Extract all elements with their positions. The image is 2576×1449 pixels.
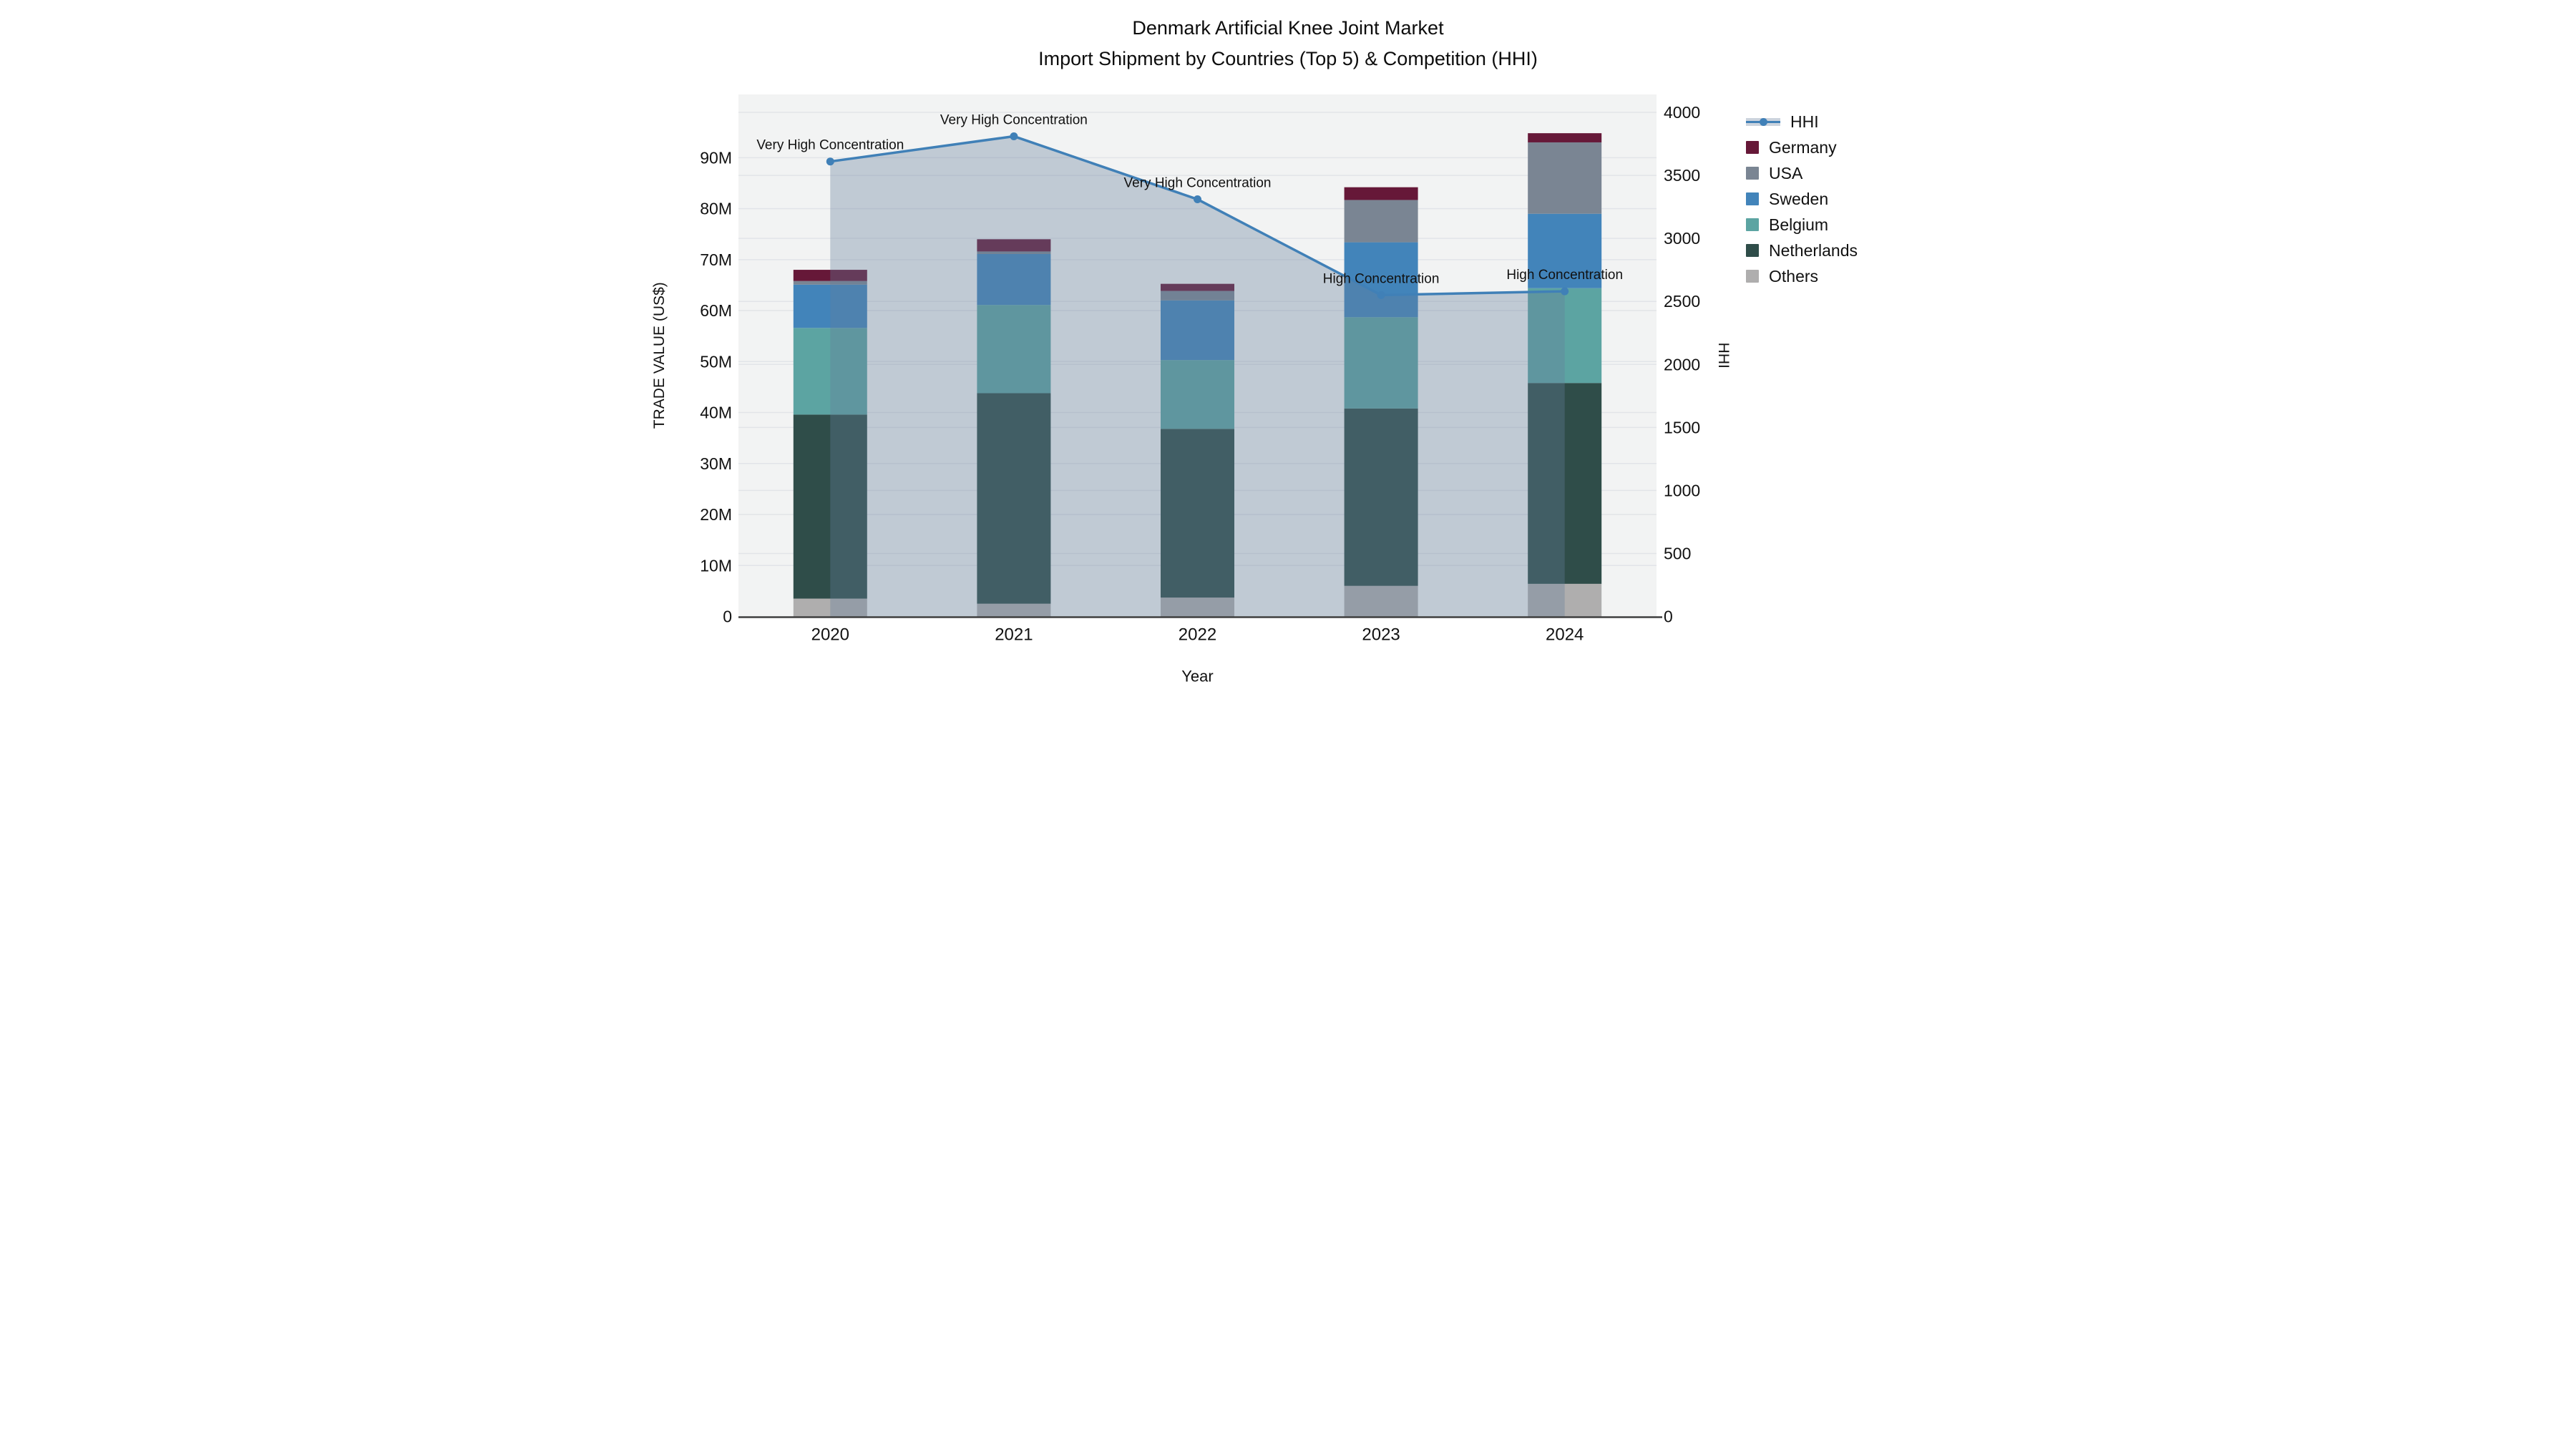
hhi-annotation-2021: Very High Concentration bbox=[940, 112, 1088, 127]
bar-2023-sweden bbox=[1344, 242, 1418, 318]
bar-2023-belgium bbox=[1344, 317, 1418, 409]
x-tick-2022: 2022 bbox=[1179, 625, 1216, 645]
chart-canvas: Very High Concentration Very High Concent… bbox=[651, 94, 1732, 686]
legend: HHI Germany USA Sweden Belgium Netherlan… bbox=[1746, 112, 1858, 286]
y-left-tick: 70M bbox=[700, 250, 732, 269]
bar-2021-sweden bbox=[977, 253, 1051, 306]
bar-2020-germany bbox=[793, 270, 867, 281]
bar-2022-belgium bbox=[1161, 360, 1234, 429]
x-tick-2023: 2023 bbox=[1362, 625, 1400, 645]
y-right-tick: 3000 bbox=[1664, 229, 1700, 248]
hhi-annotation-2024: High Concentration bbox=[1506, 268, 1623, 283]
legend-label: Others bbox=[1769, 266, 1819, 286]
bar-2021-germany bbox=[977, 239, 1051, 252]
y-right-tick: 2000 bbox=[1664, 355, 1700, 374]
legend-item-germany[interactable]: Germany bbox=[1746, 137, 1858, 157]
bar-2020-others bbox=[793, 598, 867, 617]
bar-2024-usa bbox=[1528, 142, 1602, 214]
bar-2023-germany bbox=[1344, 187, 1418, 200]
bar-2021-others bbox=[977, 603, 1051, 617]
x-axis-title: Year bbox=[1181, 668, 1213, 686]
legend-label: Netherlands bbox=[1769, 240, 1858, 260]
legend-label: Sweden bbox=[1769, 189, 1829, 208]
sweden-swatch-icon bbox=[1746, 192, 1759, 205]
legend-label: HHI bbox=[1790, 112, 1819, 131]
bar-2024-belgium bbox=[1528, 288, 1602, 384]
legend-item-hhi[interactable]: HHI bbox=[1746, 112, 1858, 131]
bar-2023-usa bbox=[1344, 200, 1418, 243]
bar-2023-netherlands bbox=[1344, 408, 1418, 586]
germany-swatch-icon bbox=[1746, 141, 1759, 154]
bar-2021-netherlands bbox=[977, 393, 1051, 604]
others-swatch-icon bbox=[1746, 270, 1759, 283]
hhi-marker-2024 bbox=[1561, 287, 1569, 296]
y-right-tick: 2500 bbox=[1664, 292, 1700, 311]
legend-item-netherlands[interactable]: Netherlands bbox=[1746, 240, 1858, 260]
y-right-tick: 1000 bbox=[1664, 481, 1700, 499]
y-right-tick: 500 bbox=[1664, 544, 1691, 562]
hhi-marker-2020 bbox=[826, 157, 834, 166]
y-right-axis-title: HHI bbox=[1715, 343, 1732, 369]
y-left-tick: 50M bbox=[700, 352, 732, 371]
chart: Denmark Artificial Knee Joint Market Imp… bbox=[644, 0, 1932, 725]
y-left-tick: 20M bbox=[700, 505, 732, 524]
netherlands-swatch-icon bbox=[1746, 244, 1759, 257]
y-left-tick: 30M bbox=[700, 454, 732, 473]
y-right-tick: 1500 bbox=[1664, 418, 1700, 436]
x-tick-2020: 2020 bbox=[811, 625, 849, 645]
hhi-marker-2021 bbox=[1010, 132, 1018, 140]
legend-item-belgium[interactable]: Belgium bbox=[1746, 215, 1858, 234]
hhi-marker-2023 bbox=[1377, 291, 1385, 299]
x-tick-2021: 2021 bbox=[995, 625, 1033, 645]
legend-label: Belgium bbox=[1769, 215, 1829, 234]
legend-item-sweden[interactable]: Sweden bbox=[1746, 190, 1858, 208]
bar-2022-netherlands bbox=[1161, 429, 1234, 598]
bar-2022-germany bbox=[1161, 283, 1234, 291]
bar-2020-belgium bbox=[793, 328, 867, 415]
bar-2021-usa bbox=[977, 251, 1051, 254]
y-left-tick: 0 bbox=[723, 608, 732, 626]
legend-label: Germany bbox=[1769, 137, 1837, 157]
bar-2022-others bbox=[1161, 597, 1234, 617]
bar-2024-others bbox=[1528, 583, 1602, 617]
y-left-tick: 40M bbox=[700, 404, 732, 422]
bar-2024-sweden bbox=[1528, 213, 1602, 288]
y-left-tick: 60M bbox=[700, 301, 732, 320]
bar-2024-germany bbox=[1528, 133, 1602, 142]
x-tick-2024: 2024 bbox=[1546, 625, 1584, 645]
belgium-swatch-icon bbox=[1746, 218, 1759, 231]
y-right-tick: 4000 bbox=[1664, 103, 1700, 122]
hhi-annotation-2023: High Concentration bbox=[1323, 271, 1440, 286]
bar-2020-sweden bbox=[793, 284, 867, 328]
hhi-line-swatch-icon bbox=[1746, 115, 1780, 128]
bar-2021-belgium bbox=[977, 305, 1051, 394]
hhi-area bbox=[830, 136, 1565, 617]
y-right-tick: 3500 bbox=[1664, 166, 1700, 185]
y-left-axis-title: TRADE VALUE (US$) bbox=[651, 282, 668, 429]
y-left-tick: 90M bbox=[700, 148, 732, 167]
bar-2020-netherlands bbox=[793, 414, 867, 599]
legend-item-usa[interactable]: USA bbox=[1746, 163, 1858, 182]
bar-2022-sweden bbox=[1161, 300, 1234, 361]
legend-label: USA bbox=[1769, 163, 1803, 182]
bar-2024-netherlands bbox=[1528, 383, 1602, 584]
bar-2023-others bbox=[1344, 585, 1418, 617]
legend-item-others[interactable]: Others bbox=[1746, 266, 1858, 286]
y-right-tick: 0 bbox=[1664, 608, 1673, 626]
y-left-tick: 80M bbox=[700, 200, 732, 218]
bar-2022-usa bbox=[1161, 291, 1234, 301]
hhi-annotation-2022: Very High Concentration bbox=[1124, 176, 1272, 191]
usa-swatch-icon bbox=[1746, 167, 1759, 180]
hhi-annotation-2020: Very High Concentration bbox=[756, 138, 904, 153]
hhi-marker-2022 bbox=[1194, 195, 1201, 204]
bar-2020-usa bbox=[793, 280, 867, 285]
y-left-tick: 10M bbox=[700, 556, 732, 575]
